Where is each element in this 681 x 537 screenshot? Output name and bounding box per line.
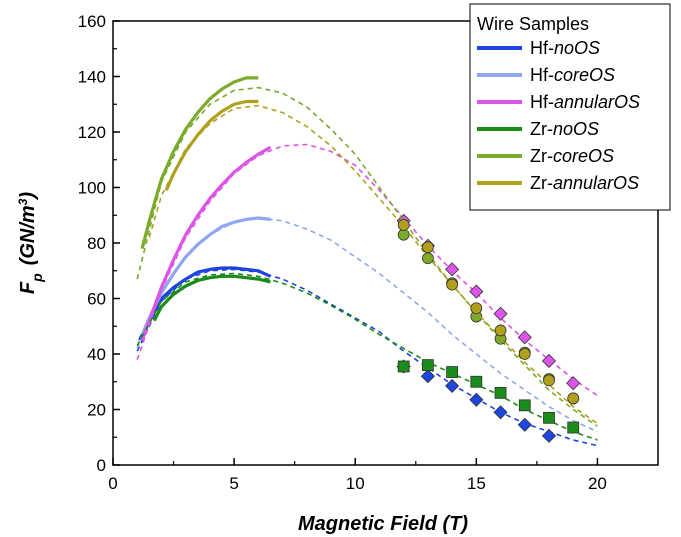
legend-entry: Hf-noOS <box>530 38 600 58</box>
data-point-zr-noos <box>397 360 410 373</box>
y-tick-label: 120 <box>78 123 106 142</box>
data-point-zr-noos <box>421 359 434 372</box>
x-tick-label: 20 <box>588 474 607 493</box>
x-tick-label: 10 <box>346 474 365 493</box>
data-point-hf-noos <box>420 369 435 384</box>
y-axis-title-main: F <box>17 281 39 294</box>
measured-line-zr-annularos <box>164 99 259 191</box>
data-point-hf-annularos <box>566 376 581 391</box>
data-point-hf-annularos <box>445 262 460 277</box>
series-layer <box>136 76 598 447</box>
series-hf-noos <box>136 266 598 447</box>
legend: Wire Samples Hf-noOS Hf-coreOS Hf-annularO… <box>469 3 671 211</box>
measured-line-zr-coreos <box>140 76 259 250</box>
data-point-zr-annularos <box>494 324 507 337</box>
legend-entry: Zr-annularOS <box>530 173 639 193</box>
data-point-hf-annularos <box>541 353 557 369</box>
series-zr-noos <box>136 272 598 441</box>
fit-line-hf-annularos <box>136 143 598 397</box>
data-point-zr-coreos <box>421 252 434 265</box>
legend-entry: Zr-coreOS <box>530 146 614 166</box>
legend-entry: Hf-coreOS <box>530 65 615 85</box>
fit-line-zr-noos <box>136 272 598 441</box>
measured-line-hf-annularos <box>140 145 272 341</box>
data-point-hf-noos <box>541 428 557 443</box>
fit-line-hf-coreos <box>136 217 598 433</box>
x-tick-label: 15 <box>467 474 486 493</box>
data-point-zr-noos <box>470 375 483 388</box>
data-point-hf-annularos <box>517 330 532 345</box>
y-tick-label: 100 <box>78 179 106 198</box>
ticks-layer: 0 5 10 15 20 0 20 40 60 80 100 120 140 160 <box>78 12 607 493</box>
data-point-zr-annularos <box>397 219 410 231</box>
x-tick-label: 5 <box>229 474 238 493</box>
x-axis-title: Magnetic Field (T) <box>298 513 468 535</box>
data-point-hf-annularos <box>493 306 508 321</box>
legend-box <box>469 3 671 211</box>
legend-entry: Zr-noOS <box>530 119 599 139</box>
y-axis-title-close: ) <box>17 192 39 201</box>
y-tick-label: 60 <box>87 290 106 309</box>
x-tick-label: 0 <box>108 474 117 493</box>
data-point-hf-noos <box>445 378 460 393</box>
legend-title: Wire Samples <box>477 14 589 34</box>
y-tick-label: 160 <box>78 12 106 31</box>
data-point-hf-noos <box>493 405 508 420</box>
y-tick-label: 20 <box>87 401 106 420</box>
data-point-zr-noos <box>518 399 531 412</box>
data-point-zr-annularos <box>446 278 459 291</box>
measured-line-hf-noos <box>138 266 272 341</box>
y-axis-title-sub: p <box>29 273 45 283</box>
data-point-hf-noos <box>469 392 484 407</box>
y-tick-label: 140 <box>78 68 106 87</box>
data-point-hf-annularos <box>469 284 484 299</box>
legend-entry: Hf-annularOS <box>530 92 640 112</box>
y-tick-label: 0 <box>97 456 106 475</box>
data-point-hf-noos <box>517 417 532 432</box>
data-point-zr-noos <box>446 366 459 378</box>
series-zr-annularos <box>148 99 598 425</box>
y-axis-title: Fp (GN/m3) <box>16 192 45 294</box>
y-axis-title-unit: (GN/m <box>17 205 39 265</box>
fit-line-zr-coreos <box>136 86 598 427</box>
data-point-zr-annularos <box>543 374 555 387</box>
fit-line-hf-noos <box>136 268 598 447</box>
measured-line-zr-noos <box>152 274 271 322</box>
y-tick-label: 40 <box>87 345 106 364</box>
data-point-zr-annularos <box>421 241 434 254</box>
y-tick-label: 80 <box>87 234 106 253</box>
data-point-zr-noos <box>567 421 580 434</box>
data-point-zr-annularos <box>470 302 483 315</box>
data-point-zr-annularos <box>567 392 580 405</box>
data-point-zr-noos <box>543 411 555 424</box>
y-axis-title-sup: 3 <box>16 198 30 205</box>
data-point-zr-annularos <box>518 348 531 360</box>
data-point-zr-noos <box>494 386 507 399</box>
